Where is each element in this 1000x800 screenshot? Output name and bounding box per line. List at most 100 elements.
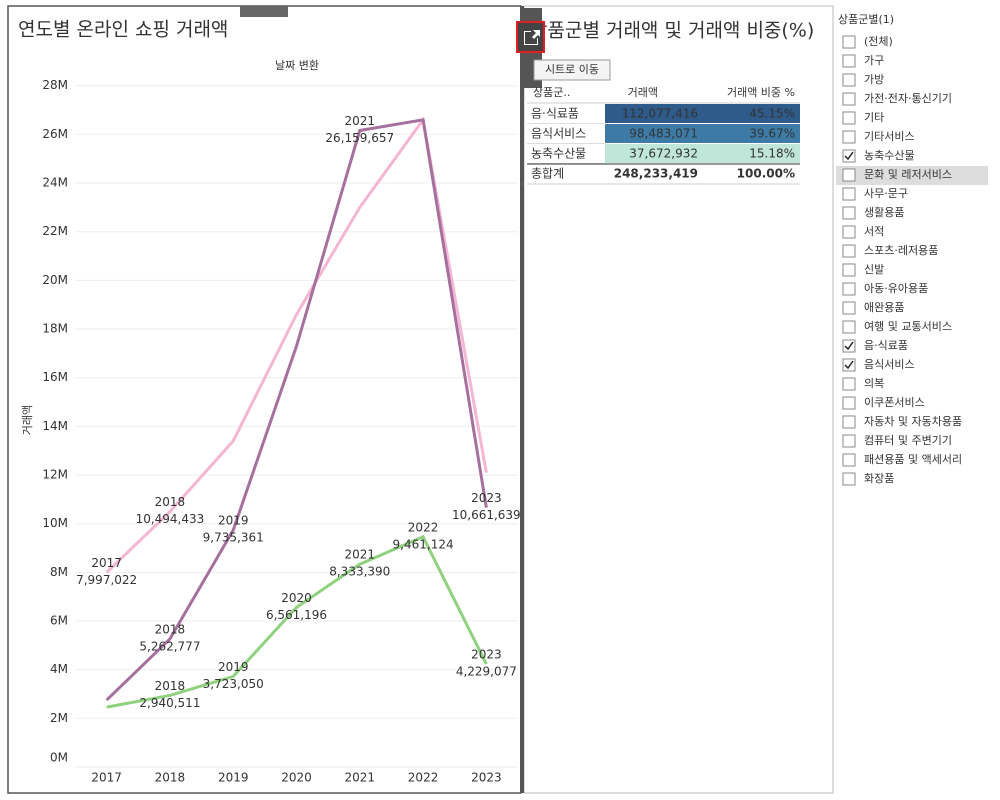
goto-sheet-button[interactable]: [516, 21, 545, 53]
filter-item[interactable]: 사무·문구: [864, 187, 908, 200]
filter-item[interactable]: 화장품: [864, 472, 894, 485]
filter-item[interactable]: 아동·유아용품: [864, 282, 928, 295]
checkbox[interactable]: [842, 92, 856, 106]
row-label: 음식서비스: [531, 127, 586, 141]
checkbox[interactable]: [842, 263, 856, 277]
y-tick-label: 20M: [42, 273, 68, 287]
checkbox[interactable]: [842, 187, 856, 201]
filter-item[interactable]: 기타: [864, 111, 884, 124]
x-tick-label: 2019: [218, 771, 249, 785]
data-label: 5,262,777: [139, 639, 200, 653]
checkbox[interactable]: [842, 339, 856, 353]
table-cell: 45.15%: [749, 107, 795, 121]
data-label: 9,461,124: [393, 537, 454, 551]
data-label-year: 2017: [91, 556, 122, 570]
filter-item[interactable]: 생활용품: [864, 205, 904, 219]
x-axis-title: 날짜 변환: [275, 59, 319, 72]
y-axis-title: 거래액: [21, 405, 34, 435]
filter-item[interactable]: 자동차 및 자동차용품: [864, 415, 962, 428]
hover-highlight: [836, 166, 988, 185]
row-label: 음·식료품: [531, 107, 579, 121]
x-tick-label: 2022: [408, 771, 439, 785]
tooltip-text: 시트로 이동: [545, 63, 599, 76]
data-label-year: 2018: [155, 679, 186, 693]
y-tick-label: 10M: [42, 516, 68, 530]
x-tick-label: 2023: [471, 771, 502, 785]
filter-item[interactable]: 여행 및 교통서비스: [864, 320, 952, 333]
y-tick-label: 26M: [42, 127, 68, 141]
chart-title: 연도별 온라인 쇼핑 거래액: [18, 19, 228, 41]
y-tick-label: 12M: [42, 468, 68, 482]
checkbox[interactable]: [842, 320, 856, 334]
divider: [520, 6, 524, 793]
filter-item[interactable]: 음식서비스: [864, 358, 915, 371]
data-label: 9,735,361: [203, 531, 264, 545]
filter-item[interactable]: 신발: [864, 263, 884, 276]
y-tick-label: 0M: [50, 751, 68, 765]
filter-item[interactable]: 패션용품 및 액세서리: [864, 453, 962, 466]
x-tick-label: 2020: [281, 771, 312, 785]
filter-item[interactable]: 가구: [864, 54, 884, 67]
data-label: 2,940,511: [139, 696, 200, 710]
y-tick-label: 22M: [42, 224, 68, 238]
filter-item[interactable]: (전체): [864, 35, 893, 48]
filter-item[interactable]: 음·식료품: [864, 339, 908, 352]
data-label: 10,494,433: [136, 512, 205, 526]
x-tick-label: 2021: [345, 771, 376, 785]
filter-item[interactable]: 기타서비스: [864, 130, 915, 143]
x-tick-label: 2017: [91, 771, 122, 785]
filter-item[interactable]: 스포츠·레저용품: [864, 244, 938, 257]
filter-item[interactable]: 문화 및 레저서비스: [864, 168, 952, 181]
checkbox[interactable]: [842, 434, 856, 448]
checkbox[interactable]: [842, 358, 856, 372]
checkbox[interactable]: [842, 111, 856, 125]
y-tick-label: 4M: [50, 662, 68, 676]
checkbox[interactable]: [842, 244, 856, 258]
checkbox[interactable]: [842, 206, 856, 220]
data-label-year: 2019: [218, 660, 249, 674]
data-label-year: 2020: [281, 591, 312, 605]
checkbox[interactable]: [842, 377, 856, 391]
data-label-year: 2023: [471, 491, 502, 505]
check-mark: [844, 341, 854, 351]
checkbox[interactable]: [842, 282, 856, 296]
y-tick-label: 16M: [42, 370, 68, 384]
row-label: 농축수산물: [531, 147, 586, 161]
checkbox[interactable]: [842, 415, 856, 429]
goto-icon: [524, 30, 540, 45]
checkbox[interactable]: [842, 472, 856, 486]
checkbox[interactable]: [842, 130, 856, 144]
y-tick-label: 14M: [42, 419, 68, 433]
check-mark: [844, 151, 854, 161]
filter-item[interactable]: 이쿠폰서비스: [864, 396, 925, 409]
y-tick-label: 18M: [42, 322, 68, 336]
data-label-year: 2018: [155, 495, 186, 509]
filter-item[interactable]: 의복: [864, 377, 884, 390]
checkbox[interactable]: [842, 35, 856, 49]
checkbox[interactable]: [842, 73, 856, 87]
checkbox[interactable]: [842, 225, 856, 239]
table-cell: 37,672,932: [629, 147, 698, 161]
filter-item[interactable]: 컴퓨터 및 주변기기: [864, 434, 952, 447]
value-cell: [605, 104, 800, 123]
data-label: 8,333,390: [329, 565, 390, 579]
tooltip: [533, 59, 611, 81]
line-series: [105, 118, 488, 702]
checkbox[interactable]: [842, 149, 856, 163]
drag-handle[interactable]: [240, 6, 288, 17]
filter-item[interactable]: 애완용품: [864, 301, 904, 314]
checkbox[interactable]: [842, 396, 856, 410]
filter-item[interactable]: 농축수산물: [864, 149, 915, 162]
total-cell: 248,233,419: [614, 167, 698, 181]
filter-item[interactable]: 가방: [864, 73, 884, 86]
filter-item[interactable]: 서적: [864, 225, 884, 238]
y-tick-label: 8M: [50, 565, 68, 579]
checkbox[interactable]: [842, 301, 856, 315]
checkbox[interactable]: [842, 453, 856, 467]
checkbox[interactable]: [842, 54, 856, 68]
checkbox[interactable]: [842, 168, 856, 182]
filter-item[interactable]: 가전·전자·통신기기: [864, 92, 952, 105]
y-tick-label: 6M: [50, 614, 68, 628]
y-tick-label: 2M: [50, 711, 68, 725]
